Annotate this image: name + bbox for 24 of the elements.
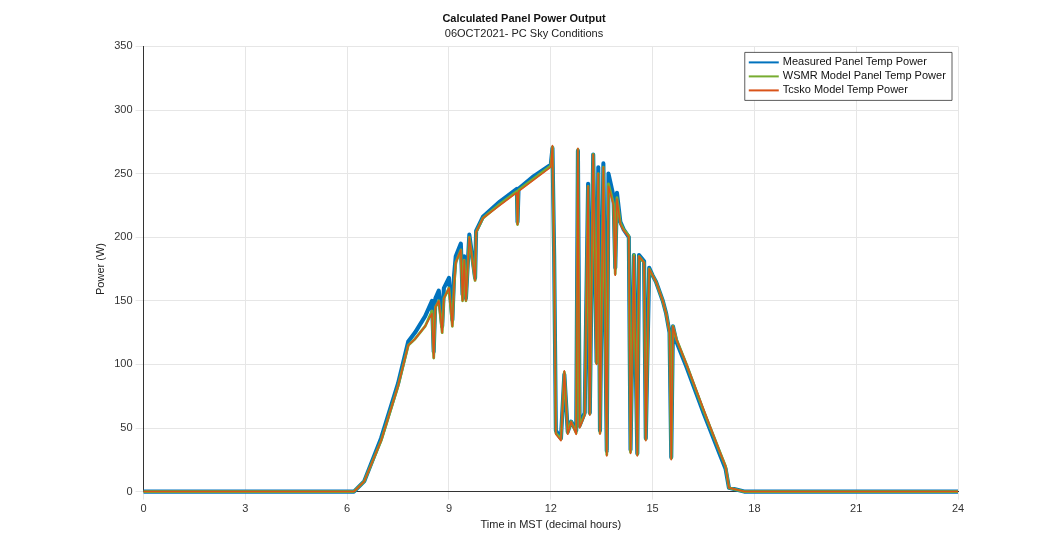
y-tick-label: 350 — [114, 39, 133, 52]
y-tick-label: 300 — [114, 103, 133, 116]
x-axis-title: Time in MST (decimal hours) — [480, 518, 622, 531]
y-tick-label: 50 — [120, 421, 133, 434]
y-axis-title: Power (W) — [93, 243, 106, 295]
y-tick-label: 100 — [114, 357, 133, 370]
y-tick-label: 150 — [114, 293, 133, 306]
x-tick-label: 24 — [951, 502, 965, 515]
chart-title: Calculated Panel Power Output — [442, 11, 606, 24]
y-tick-label: 0 — [126, 484, 133, 497]
y-tick-label: 200 — [114, 230, 133, 243]
x-tick-label: 3 — [242, 502, 249, 515]
x-tick-label: 18 — [748, 502, 761, 515]
x-tick-label: 21 — [850, 502, 863, 515]
chart-subtitle: 06OCT2021- PC Sky Conditions — [444, 26, 604, 39]
x-tick-label: 15 — [646, 502, 659, 515]
legend-label: Measured Panel Temp Power — [782, 55, 928, 68]
x-tick-label: 0 — [140, 502, 147, 515]
legend-label: WSMR Model Panel Temp Power — [782, 69, 947, 82]
legend-label: Tcsko Model Temp Power — [782, 83, 909, 96]
x-tick-label: 9 — [445, 502, 453, 515]
x-tick-label: 6 — [344, 502, 351, 515]
x-tick-label: 12 — [544, 502, 557, 515]
y-tick-label: 250 — [114, 166, 133, 179]
